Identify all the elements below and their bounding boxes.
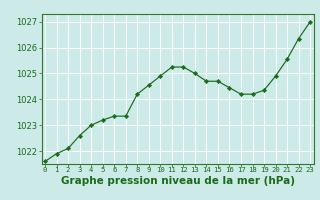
X-axis label: Graphe pression niveau de la mer (hPa): Graphe pression niveau de la mer (hPa) xyxy=(60,176,295,186)
